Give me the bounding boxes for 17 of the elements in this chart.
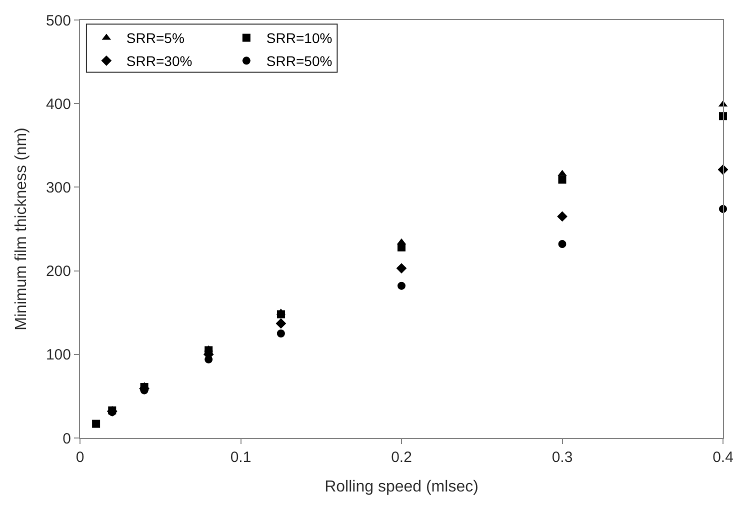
y-tick-label: 300 bbox=[46, 179, 71, 196]
y-tick-label: 500 bbox=[46, 12, 71, 30]
y-axis-title: Minimum film thickness (nm) bbox=[12, 128, 30, 330]
legend-label: SRR=30% bbox=[126, 53, 192, 70]
y-tick-label: 100 bbox=[46, 346, 71, 364]
x-tick-label: 0.2 bbox=[391, 449, 412, 466]
legend-label: SRR=5% bbox=[126, 30, 184, 46]
y-tick-label: 0 bbox=[62, 430, 71, 448]
x-tick-label: 0.3 bbox=[552, 449, 573, 466]
x-tick-label: 0 bbox=[76, 449, 84, 466]
x-tick-label: 0.1 bbox=[230, 449, 252, 466]
y-tick-label: 400 bbox=[46, 96, 71, 113]
x-axis-title: Rolling speed (mlsec) bbox=[324, 478, 478, 496]
y-tick-label: 200 bbox=[46, 263, 71, 280]
x-tick-label: 0.4 bbox=[712, 449, 734, 466]
legend-label: SRR=50% bbox=[266, 53, 332, 70]
legend-label: SRR=10% bbox=[266, 30, 332, 46]
